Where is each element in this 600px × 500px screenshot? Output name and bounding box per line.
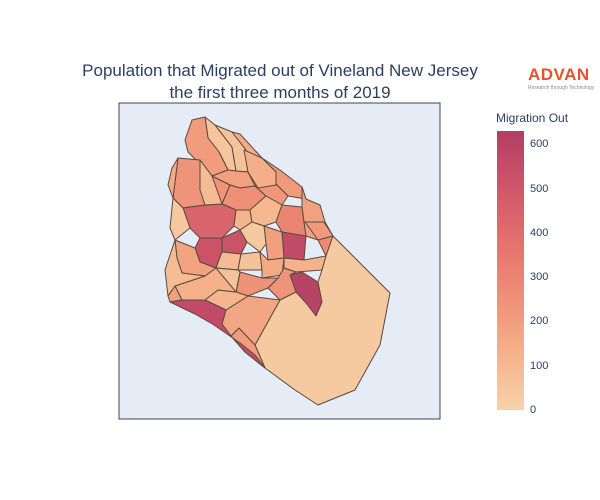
map-region-41[interactable] — [243, 149, 277, 189]
colorbar-tick-500: 500 — [530, 182, 549, 195]
map-region-25[interactable] — [239, 221, 267, 253]
map-region-21[interactable] — [275, 204, 307, 237]
map-region-18[interactable] — [281, 231, 307, 261]
colorbar-tick-200: 200 — [530, 315, 549, 328]
map-region-14[interactable] — [221, 229, 248, 255]
colorbar-tick-400: 400 — [530, 226, 549, 239]
colorbar-tick-0: 0 — [530, 404, 537, 416]
logo-tagline: Research through Technology — [528, 85, 595, 91]
logo-wordmark: ADVAN — [528, 65, 590, 84]
map-region-40[interactable] — [169, 299, 266, 369]
map-title-line-1: Population that Migrated out of Vineland… — [82, 61, 478, 80]
advan-logo: ADVAN Research through Technology — [528, 65, 595, 92]
colorbar — [497, 131, 524, 410]
map-region-37[interactable] — [169, 197, 191, 241]
map-region-39[interactable] — [304, 221, 334, 241]
map-region-36[interactable] — [215, 267, 241, 293]
map-title-line-2: the first three months of 2019 — [169, 83, 391, 102]
map-region-38[interactable] — [167, 157, 179, 199]
colorbar-tick-100: 100 — [530, 359, 549, 372]
colorbar-tick-300: 300 — [530, 271, 549, 284]
colorbar-tick-600: 600 — [530, 138, 549, 151]
map-region-42[interactable] — [199, 159, 223, 206]
map-region-16[interactable] — [237, 251, 263, 271]
colorbar-title: Migration Out — [496, 111, 569, 125]
